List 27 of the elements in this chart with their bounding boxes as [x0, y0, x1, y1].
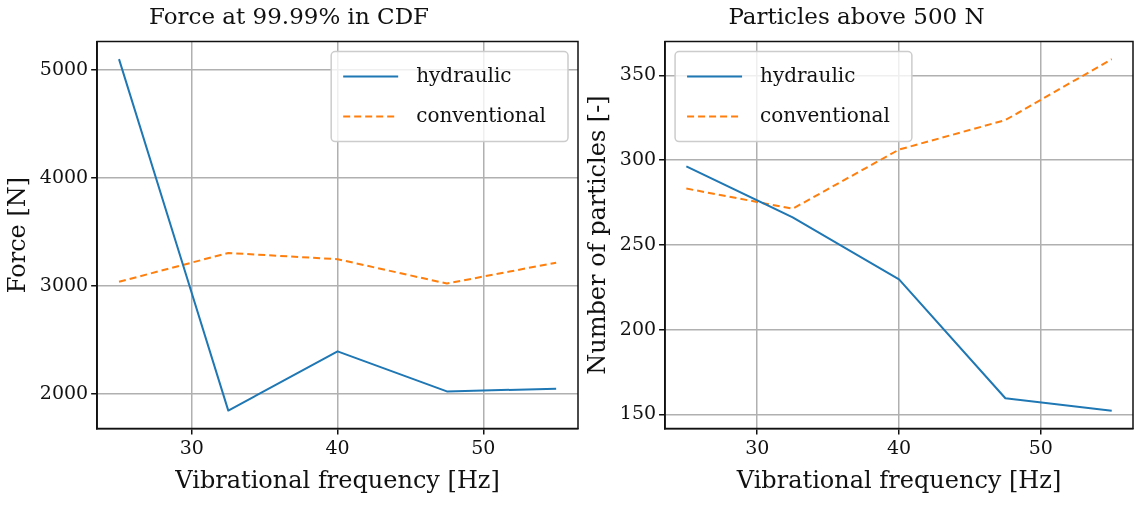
y-tick-label: 250: [619, 231, 657, 254]
line-series: [685, 58, 1113, 210]
line-series: [118, 251, 558, 285]
y-tick-label: 2000: [39, 380, 89, 403]
x-tick-label: 50: [1028, 435, 1053, 458]
x-tick-label: 30: [179, 435, 204, 458]
x-axis-title: Vibrational frequency [Hz]: [174, 465, 500, 494]
y-tick-label: 150: [619, 401, 657, 424]
y-axis-title: Number of particles [-]: [582, 95, 611, 375]
y-axis-title: Force [N]: [2, 176, 31, 294]
y-tick-label: 5000: [39, 57, 89, 80]
chart-title: Force at 99.99% in CDF: [148, 2, 430, 29]
x-tick-label: 50: [471, 435, 496, 458]
y-tick-label: 300: [619, 147, 657, 170]
x-tick-label: 40: [886, 435, 912, 458]
chart-title: Particles above 500 N: [728, 2, 985, 29]
y-tick-label: 350: [619, 62, 657, 85]
legend-label: conventional: [416, 102, 547, 127]
y-tick-label: 200: [619, 316, 657, 339]
x-tick-label: 30: [745, 435, 770, 458]
y-tick-label: 4000: [39, 165, 89, 188]
x-tick-label: 40: [325, 435, 350, 458]
legend-label: hydraulic: [760, 62, 856, 87]
legend-label: conventional: [760, 102, 890, 127]
legend-label: hydraulic: [416, 62, 512, 87]
y-tick-label: 3000: [39, 272, 89, 295]
x-axis-title: Vibrational frequency [Hz]: [735, 465, 1062, 494]
